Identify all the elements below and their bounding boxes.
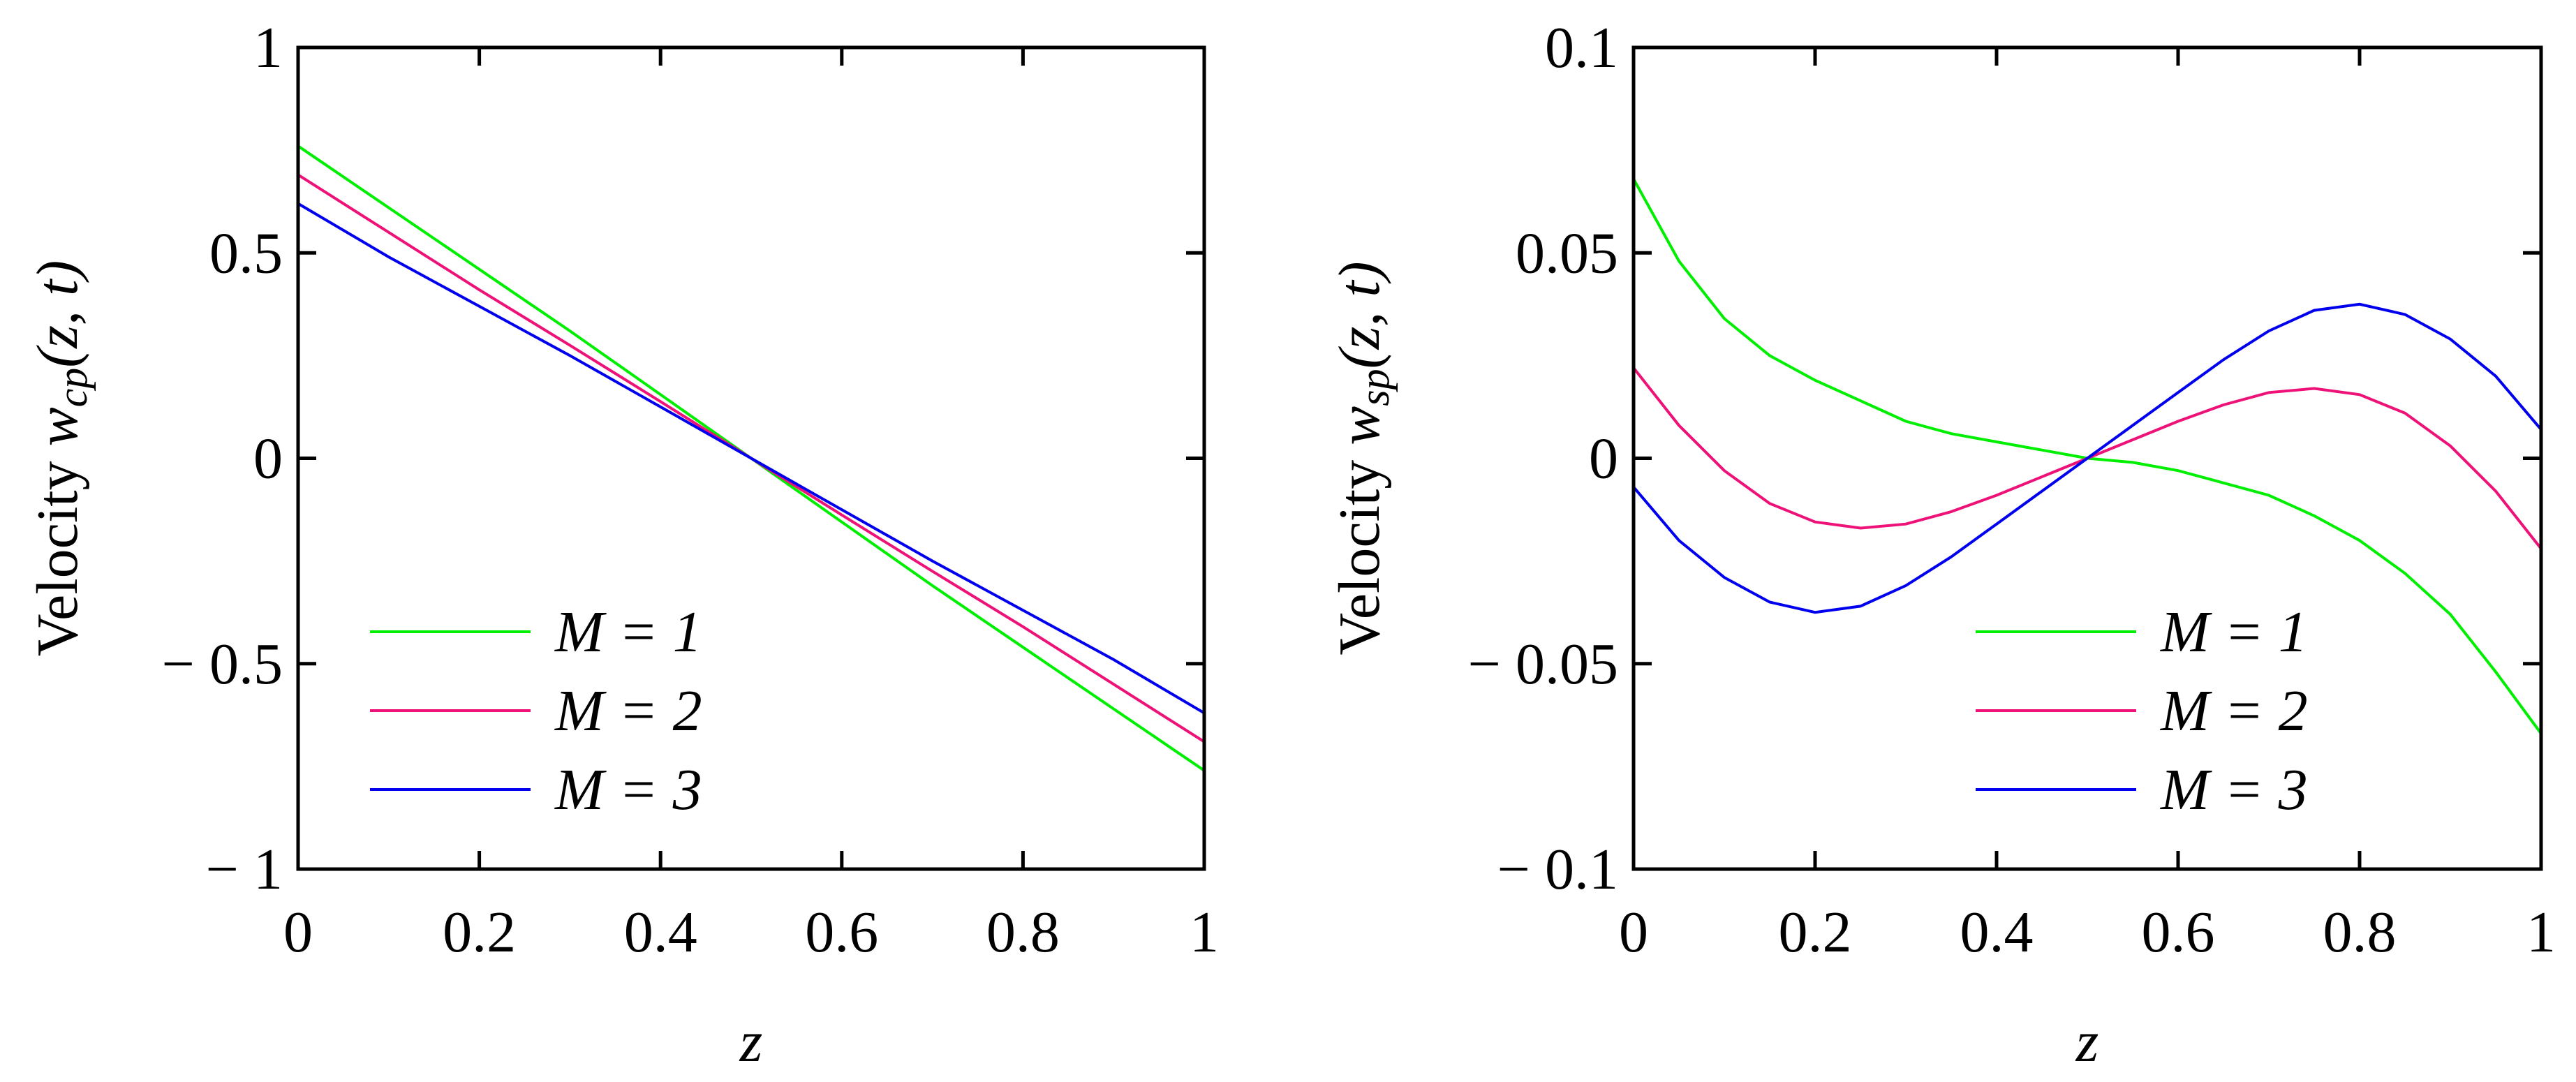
y-tick-label: 1 <box>253 15 283 80</box>
legend-label-3: M = 3 <box>554 757 702 822</box>
y-tick-label: − 0.05 <box>1468 632 1618 697</box>
y-tick-label: − 0.5 <box>162 632 283 697</box>
x-tick-label: 0.4 <box>624 900 697 965</box>
y-axis-label: Velocity wsp(z, t) <box>1327 261 1398 655</box>
x-axis-label: z <box>2075 1009 2099 1074</box>
y-tick-label: 0.5 <box>209 221 283 286</box>
chart-left: 0 0.2 0.4 0.6 0.8 1 − 1 − 0.5 0 0.5 1 z Velocity wcp… <box>25 15 1219 1074</box>
legend-label-2: M = 2 <box>2160 679 2308 743</box>
x-tick-label: 0.8 <box>2323 900 2397 965</box>
x-tick-label: 1 <box>2526 900 2556 965</box>
y-tick-label: 0 <box>1589 427 1618 491</box>
y-tick-label: 0.05 <box>1516 221 1618 286</box>
y-tick-label: − 0.1 <box>1497 837 1618 902</box>
chart-right: 0 0.2 0.4 0.6 0.8 1 − 0.1 − 0.05 0 0.05 0.1 z Veloci… <box>1327 15 2556 1074</box>
legend-label-1: M = 1 <box>554 600 702 665</box>
x-tick-label: 0.2 <box>1779 900 1852 965</box>
legend-label-3: M = 3 <box>2160 757 2308 822</box>
x-tick-label: 0.6 <box>2142 900 2215 965</box>
y-tick-label: − 1 <box>206 837 283 902</box>
legend-label-2: M = 2 <box>554 679 702 743</box>
x-tick-label: 0 <box>1619 900 1648 965</box>
x-tick-label: 0.6 <box>805 900 878 965</box>
x-tick-label: 0.8 <box>986 900 1060 965</box>
series-line-right-3 <box>1632 302 2542 614</box>
x-tick-label: 0.4 <box>1960 900 2034 965</box>
y-tick-label: 0.1 <box>1545 15 1618 80</box>
x-tick-label: 0.2 <box>443 900 516 965</box>
y-axis-label: Velocity wcp(z, t) <box>25 260 96 657</box>
series-line-right-1 <box>1632 178 2542 734</box>
y-tick-label: 0 <box>253 427 283 491</box>
x-tick-label: 1 <box>1190 900 1219 965</box>
series-line-left-3 <box>297 202 1206 715</box>
x-tick-label: 0 <box>283 900 313 965</box>
x-axis-label: z <box>739 1009 763 1074</box>
legend-label-1: M = 1 <box>2160 600 2308 665</box>
